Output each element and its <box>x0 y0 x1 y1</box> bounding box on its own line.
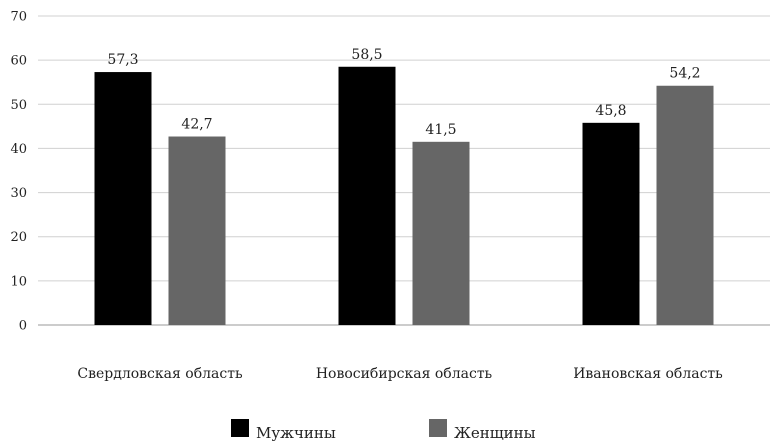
bar-men-1 <box>338 66 396 325</box>
bar-women-0 <box>168 136 226 325</box>
legend-swatch-men <box>231 419 249 437</box>
y-tick-label: 40 <box>10 142 27 157</box>
y-tick-label: 0 <box>19 319 27 334</box>
y-tick-label: 30 <box>10 186 27 201</box>
bar-men-0 <box>94 72 152 325</box>
legend-label-men: Мужчины <box>256 424 336 441</box>
gridlines <box>38 15 770 326</box>
x-axis-categories: Свердловская область Новосибирская област… <box>77 366 723 382</box>
bars <box>94 66 714 325</box>
y-tick-label: 70 <box>10 10 27 25</box>
data-label: 57,3 <box>107 52 138 68</box>
legend-swatch-women <box>429 419 447 437</box>
legend-label-women: Женщины <box>454 424 536 441</box>
data-labels: 57,3 42,7 58,5 41,5 45,8 54,2 <box>107 47 700 138</box>
data-label: 42,7 <box>181 117 212 133</box>
category-label: Ивановская область <box>573 366 723 382</box>
y-tick-label: 60 <box>10 54 27 69</box>
legend: Мужчины Женщины <box>231 419 536 441</box>
y-axis-ticks: 0 10 20 30 40 50 60 70 <box>10 10 27 334</box>
bar-women-2 <box>656 85 714 325</box>
category-label: Новосибирская область <box>316 366 493 382</box>
y-tick-label: 20 <box>10 230 27 245</box>
data-label: 41,5 <box>425 122 456 138</box>
bar-men-2 <box>582 122 640 325</box>
category-label: Свердловская область <box>77 366 243 382</box>
y-tick-label: 50 <box>10 98 27 113</box>
bar-women-1 <box>412 141 470 325</box>
y-tick-label: 10 <box>10 274 27 289</box>
data-label: 54,2 <box>669 66 700 82</box>
data-label: 45,8 <box>595 103 626 119</box>
data-label: 58,5 <box>351 47 382 63</box>
